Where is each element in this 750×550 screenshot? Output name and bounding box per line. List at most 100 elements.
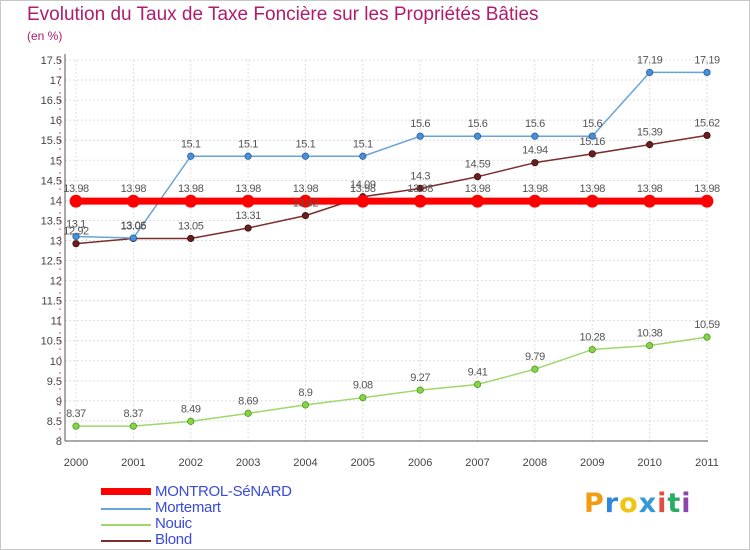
data-label: 15.6 xyxy=(468,118,488,130)
x-tick-label: 2006 xyxy=(408,457,432,469)
y-tick-label: 10.5 xyxy=(41,336,62,348)
data-point xyxy=(643,194,657,208)
data-label: 15.62 xyxy=(694,117,720,129)
data-point xyxy=(72,422,80,430)
y-tick-label: 14 xyxy=(50,195,62,207)
data-label: 13.98 xyxy=(178,183,204,195)
data-point xyxy=(473,132,482,140)
data-label: 9.08 xyxy=(353,380,373,392)
data-label: 12.92 xyxy=(63,226,89,238)
data-point xyxy=(299,194,312,208)
data-point xyxy=(703,68,711,77)
data-label: 13.06 xyxy=(121,220,147,232)
data-point xyxy=(72,232,80,241)
legend-label: Nouic xyxy=(155,515,192,532)
data-label: 13.31 xyxy=(235,210,261,222)
data-point xyxy=(129,422,137,430)
data-point xyxy=(588,132,596,140)
unit-label: (en %) xyxy=(27,29,63,43)
data-point xyxy=(356,194,370,208)
y-tick-label: 10 xyxy=(50,356,62,368)
data-point xyxy=(184,194,198,208)
x-tick-label: 2000 xyxy=(64,457,88,469)
legend-swatch xyxy=(101,524,151,526)
data-label: 15.1 xyxy=(181,138,201,150)
data-point xyxy=(244,224,252,232)
data-label: 13.62 xyxy=(293,198,319,210)
data-label: 13.05 xyxy=(178,220,204,232)
logo-letter: P xyxy=(584,488,605,519)
y-tick-label: 12 xyxy=(50,276,62,288)
data-label: 13.98 xyxy=(235,183,261,195)
series-line xyxy=(75,71,707,239)
y-tick-label: 12.5 xyxy=(41,256,62,268)
data-label: 8.9 xyxy=(298,387,312,399)
y-tick-label: 13 xyxy=(50,235,62,247)
data-point xyxy=(531,159,539,167)
data-point xyxy=(187,234,195,243)
data-point xyxy=(126,194,140,208)
data-point xyxy=(473,173,482,181)
data-point xyxy=(301,212,310,220)
legend-swatch xyxy=(101,540,151,542)
data-label: 13.98 xyxy=(293,183,319,195)
legend-label: Blond xyxy=(155,531,192,548)
data-label: 15.6 xyxy=(525,118,545,130)
data-point xyxy=(700,194,714,208)
data-point xyxy=(531,365,539,373)
data-label: 10.28 xyxy=(580,332,606,344)
x-tick-label: 2010 xyxy=(637,457,661,469)
legend-label: Mortemart xyxy=(155,499,221,516)
series-line xyxy=(75,134,708,245)
data-point xyxy=(471,194,484,208)
y-tick-label: 16.5 xyxy=(41,95,62,107)
data-label: 15.16 xyxy=(580,136,606,148)
data-label: 9.79 xyxy=(525,351,545,363)
data-label: 13.98 xyxy=(694,183,720,195)
data-point xyxy=(72,240,80,248)
data-point xyxy=(244,409,252,417)
data-label: 17.19 xyxy=(694,54,720,66)
data-label: 13.98 xyxy=(407,183,433,195)
data-label: 10.38 xyxy=(637,328,663,340)
data-label: 13.98 xyxy=(121,183,147,195)
proxiti-logo: Proxiti xyxy=(584,488,692,519)
data-point xyxy=(301,152,310,160)
x-tick-label: 2009 xyxy=(580,457,604,469)
data-point xyxy=(416,386,424,394)
legend-swatch xyxy=(101,508,151,510)
data-point xyxy=(413,194,427,208)
y-tick-label: 8 xyxy=(56,436,62,448)
logo-letter: x xyxy=(638,488,658,519)
y-tick-label: 9 xyxy=(56,396,62,408)
data-label: 13.98 xyxy=(350,183,376,195)
logo-letter: i xyxy=(681,488,692,519)
logo-letter: i xyxy=(657,488,668,519)
data-label: 9.41 xyxy=(468,366,488,378)
plot-area xyxy=(65,60,708,441)
x-tick-label: 2001 xyxy=(121,457,145,469)
data-point xyxy=(187,152,195,160)
y-tick-label: 11 xyxy=(51,316,62,328)
data-label: 13.98 xyxy=(580,183,606,195)
data-label: 13.1 xyxy=(66,218,86,230)
data-point xyxy=(69,194,83,208)
data-label: 15.1 xyxy=(353,138,373,150)
data-label: 13.98 xyxy=(522,183,548,195)
data-point xyxy=(416,184,424,192)
data-point xyxy=(473,380,482,389)
x-tick-label: 2007 xyxy=(465,457,489,469)
legend-swatch xyxy=(101,488,151,495)
data-point xyxy=(301,401,310,409)
data-label: 14.09 xyxy=(350,179,376,191)
data-label: 14.3 xyxy=(410,170,430,182)
logo-letter: t xyxy=(667,488,682,519)
logo-letter: o xyxy=(619,488,639,519)
data-point xyxy=(703,131,711,139)
data-label: 10.59 xyxy=(694,319,720,331)
data-point xyxy=(359,394,367,402)
data-point xyxy=(241,194,255,208)
logo-letter: r xyxy=(604,488,620,519)
legend-label: MONTROL-SéNARD xyxy=(155,483,292,500)
